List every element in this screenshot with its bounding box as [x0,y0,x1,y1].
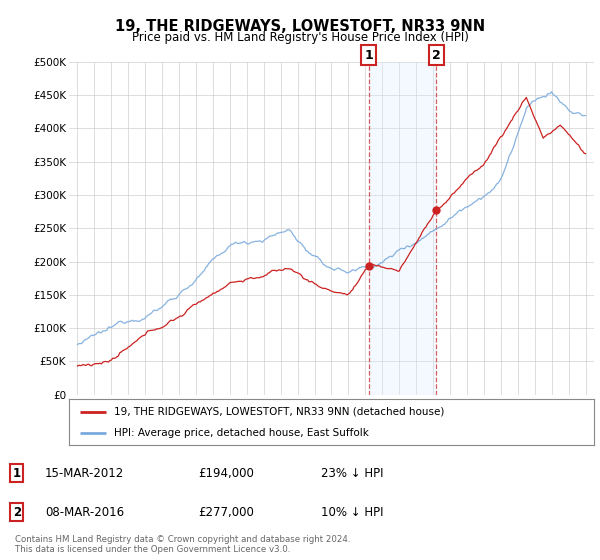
Text: Contains HM Land Registry data © Crown copyright and database right 2024.
This d: Contains HM Land Registry data © Crown c… [15,535,350,554]
Text: 2: 2 [13,506,21,519]
Text: 19, THE RIDGEWAYS, LOWESTOFT, NR33 9NN (detached house): 19, THE RIDGEWAYS, LOWESTOFT, NR33 9NN (… [113,407,444,417]
Text: Price paid vs. HM Land Registry's House Price Index (HPI): Price paid vs. HM Land Registry's House … [131,31,469,44]
Text: 2: 2 [432,49,441,62]
Text: £194,000: £194,000 [198,466,254,480]
Text: 10% ↓ HPI: 10% ↓ HPI [321,506,383,519]
Text: 19, THE RIDGEWAYS, LOWESTOFT, NR33 9NN: 19, THE RIDGEWAYS, LOWESTOFT, NR33 9NN [115,19,485,34]
Text: 1: 1 [364,49,373,62]
Text: 15-MAR-2012: 15-MAR-2012 [45,466,124,480]
Text: £277,000: £277,000 [198,506,254,519]
Bar [369,62,436,395]
Text: 08-MAR-2016: 08-MAR-2016 [45,506,124,519]
Text: HPI: Average price, detached house, East Suffolk: HPI: Average price, detached house, East… [113,428,368,438]
Text: 23% ↓ HPI: 23% ↓ HPI [321,466,383,480]
Text: 1: 1 [13,466,21,480]
